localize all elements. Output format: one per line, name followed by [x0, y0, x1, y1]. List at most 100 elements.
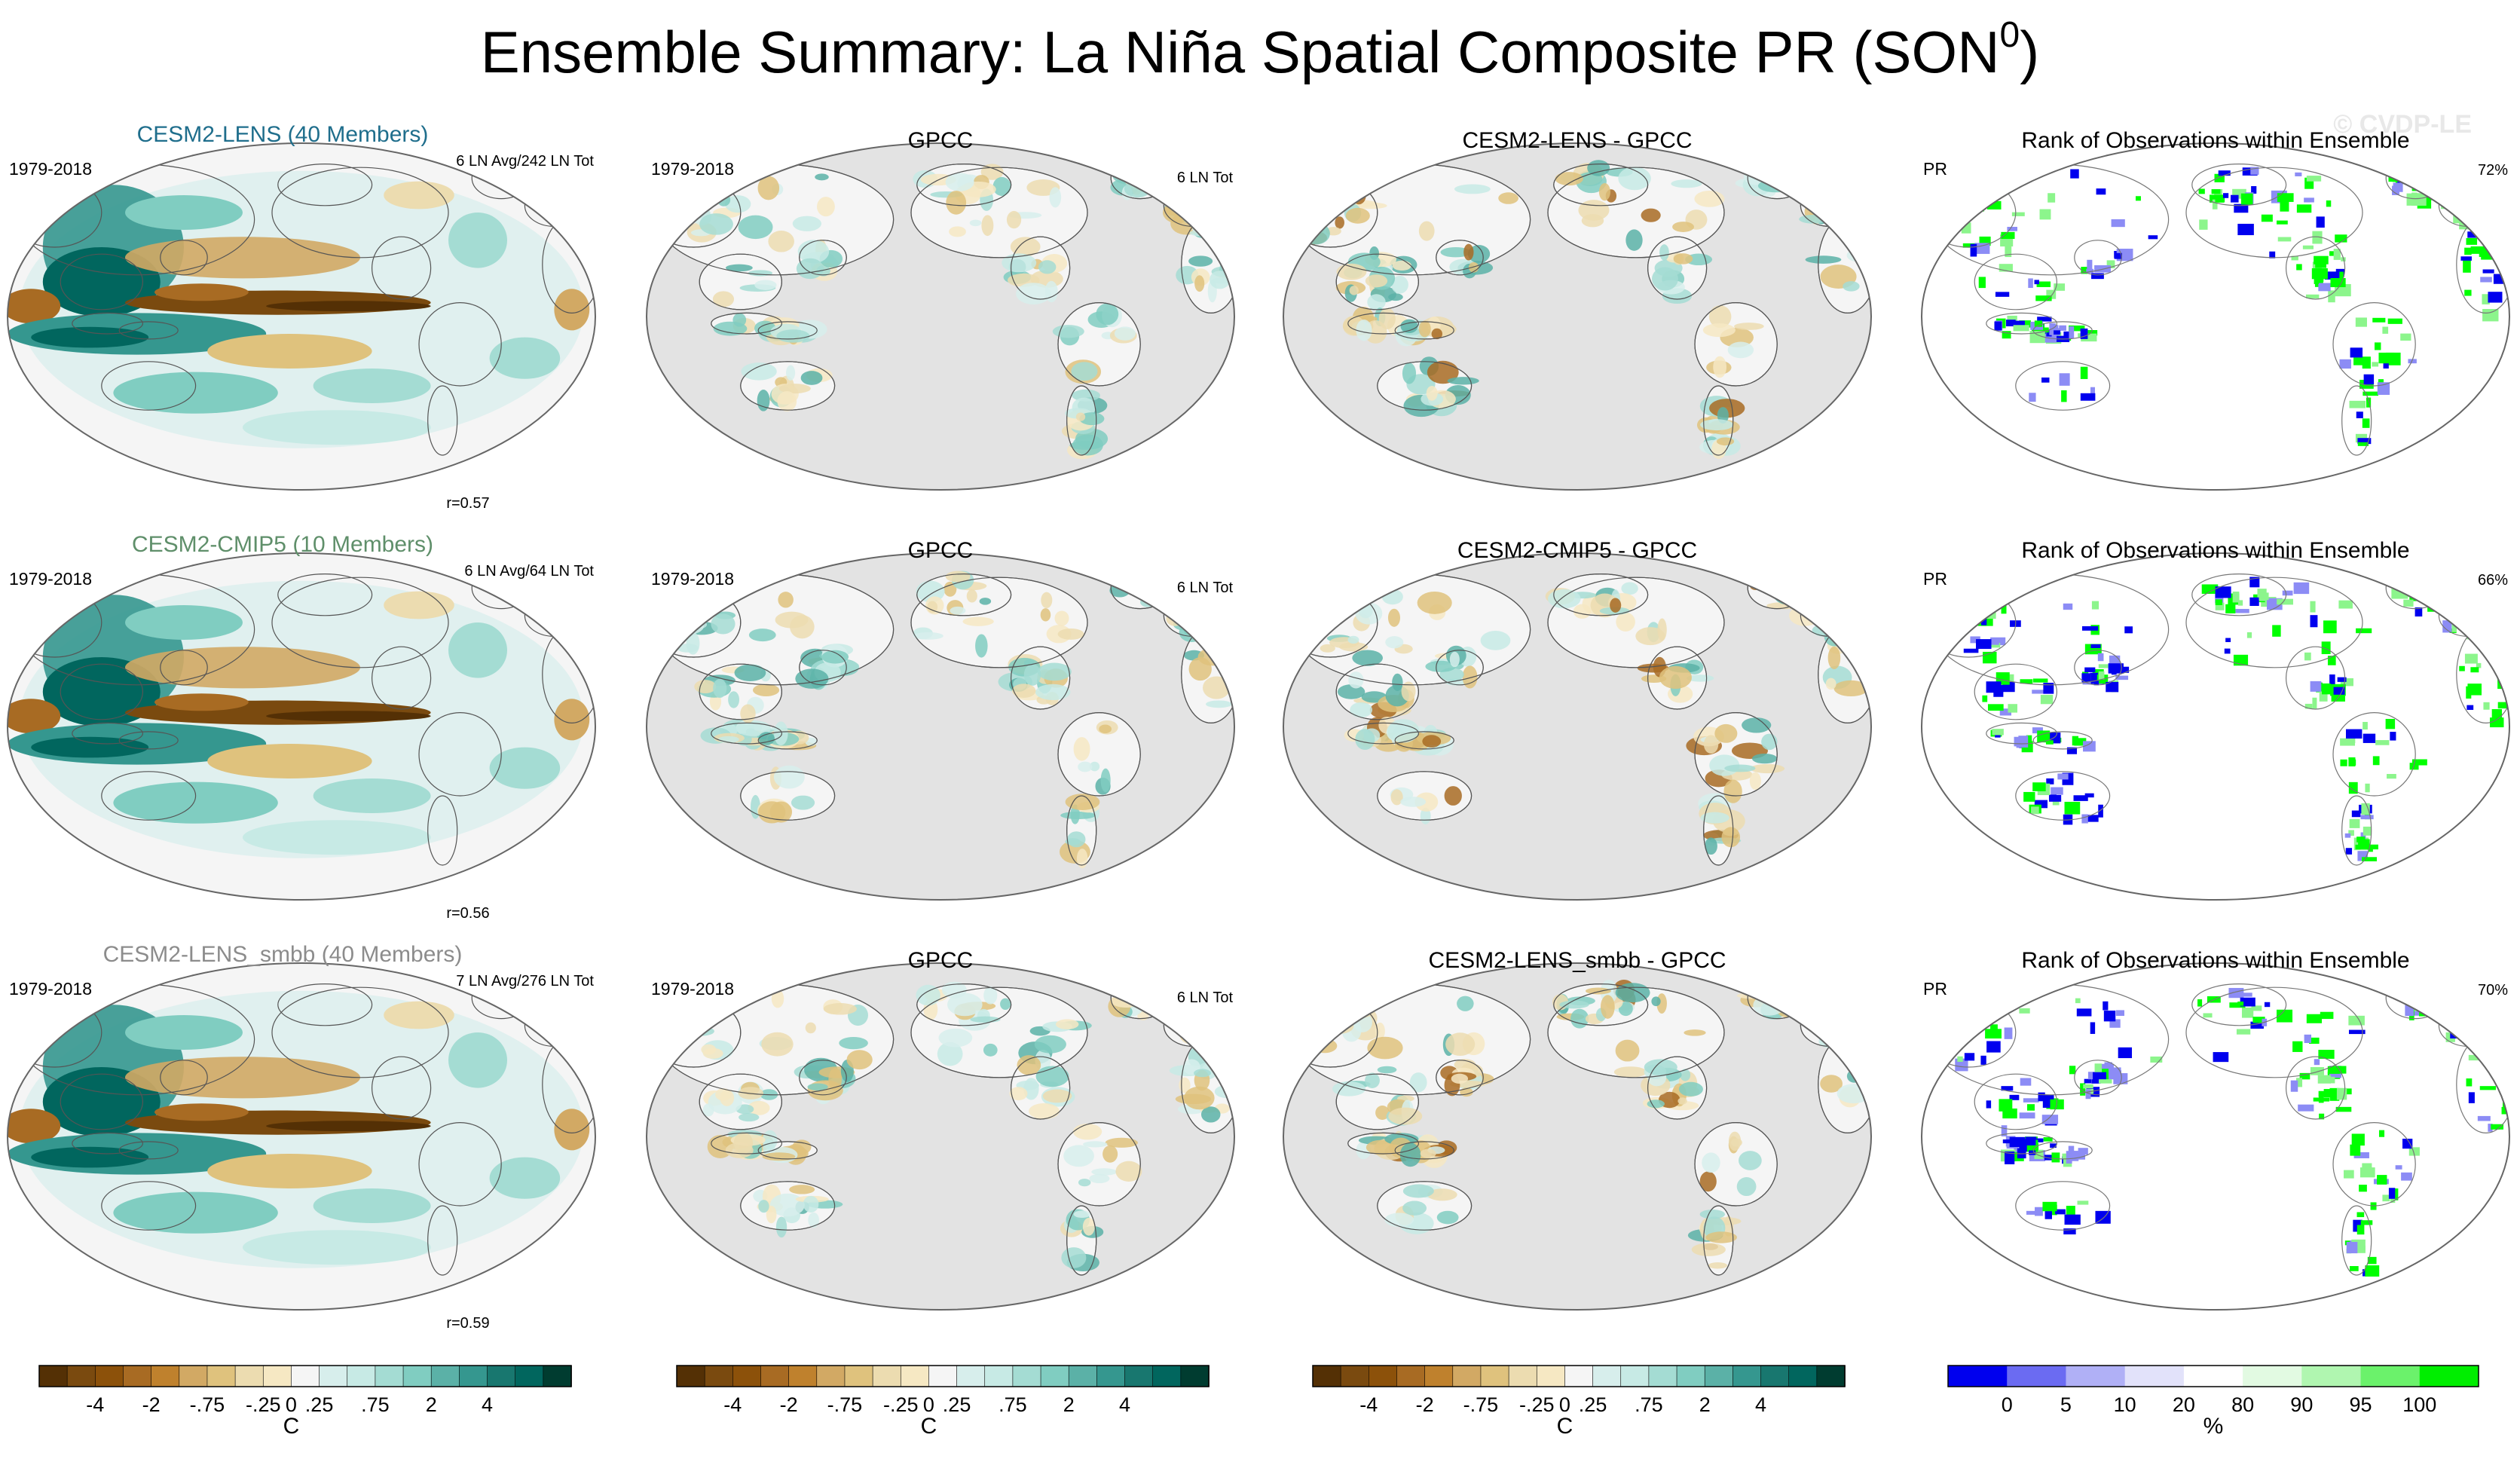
land-anomaly-cell: [1130, 978, 1151, 997]
land-anomaly-cell: [713, 678, 727, 699]
rank-cell: [2022, 1139, 2036, 1145]
rank-cell: [2042, 1201, 2057, 1212]
rank-cell: [2319, 1113, 2325, 1120]
rank-cell: [2466, 237, 2478, 245]
land-anomaly-cell: [1365, 274, 1388, 288]
rank-cell: [2277, 220, 2288, 225]
land-anomaly-cell: [1409, 1072, 1427, 1093]
rank-cell: [2249, 597, 2259, 607]
land-anomaly-cell: [1078, 761, 1093, 772]
land-anomaly-cell: [1825, 677, 1836, 690]
rank-cell: [2355, 317, 2367, 327]
land-mass: [1377, 361, 1473, 411]
land-anomaly-cell: [699, 213, 733, 235]
rank-cell: [2066, 747, 2078, 754]
land-anomaly-cell: [1436, 1210, 1459, 1225]
colorbar-swatch: [1816, 1365, 1846, 1387]
land-anomaly-cell: [1317, 203, 1335, 222]
map-field: [8, 963, 595, 1310]
rank-cell: [2261, 214, 2273, 222]
anomaly-region: [207, 1154, 372, 1188]
pattern-correlation: r=0.57: [446, 495, 489, 512]
land-mass: [1703, 385, 1734, 456]
land-anomaly-cell: [1017, 1055, 1041, 1075]
rank-cell: [2473, 610, 2485, 624]
land-mass: [1553, 164, 1649, 206]
land-anomaly-cell: [1807, 1015, 1824, 1025]
rank-cell: [2330, 277, 2346, 288]
rank-cell: [2471, 603, 2477, 615]
rank-cell: [2351, 810, 2361, 818]
land-mass: [2191, 573, 2287, 616]
rank-cell: [2034, 800, 2048, 809]
period-label: 1979-2018: [9, 979, 92, 999]
panel-r1-c2: GPCC 1979-2018 6 LN Tot: [645, 128, 1236, 491]
rank-cell: [2013, 325, 2029, 332]
rank-cell: [2064, 801, 2081, 815]
rank-cell: [2467, 1037, 2476, 1043]
land-anomaly-cell: [1083, 1141, 1108, 1148]
land-anomaly-cell: [1194, 275, 1205, 292]
rank-cell: [1947, 1003, 1956, 1011]
rank-cell: [2061, 390, 2067, 402]
land-anomaly-cell: [1724, 764, 1756, 772]
rank-cell: [2148, 235, 2158, 240]
rank-cell: [1986, 200, 2002, 210]
rank-cell: [2203, 1013, 2213, 1018]
land-anomaly-cell: [1402, 1184, 1434, 1198]
land-anomaly-cell: [1730, 1138, 1742, 1147]
rank-cell: [1989, 638, 1999, 645]
land-anomaly-cell: [1214, 639, 1234, 646]
land-anomaly-cell: [1784, 995, 1805, 1013]
land-mass: [799, 650, 847, 686]
rank-cell: [2407, 985, 2414, 992]
rank-cell: [2027, 1104, 2035, 1111]
rank-cell: [2037, 317, 2052, 322]
land-anomaly-cell: [701, 1044, 717, 1055]
rank-cell: [2344, 1170, 2354, 1179]
colorbar-swatch: [2007, 1366, 2066, 1387]
rank-cell: [2466, 705, 2474, 710]
rank-cell: [2433, 993, 2439, 1002]
period-label: 1979-2018: [9, 569, 92, 589]
rank-cell: [1980, 1055, 1986, 1065]
land-mass: [2185, 986, 2363, 1078]
rank-cell: [2035, 295, 2052, 301]
rank-cell: [2259, 592, 2269, 601]
land-mass: [1694, 711, 1778, 797]
land-mass: [1986, 722, 2058, 745]
rank-cell: [2201, 584, 2219, 594]
rank-cell: [2483, 702, 2490, 710]
land-anomaly-cell: [1293, 636, 1313, 653]
rank-cell: [1928, 220, 1934, 228]
land-mass: [1986, 312, 2058, 335]
rank-cell: [2320, 1011, 2334, 1020]
rank-cell: [2043, 682, 2054, 694]
rank-cell: [2304, 652, 2311, 661]
colorbar-tick-label: .75: [999, 1393, 1027, 1416]
rank-cell: [2093, 1072, 2106, 1081]
land-anomaly-cell: [823, 1003, 858, 1015]
land-anomaly-cell: [1387, 608, 1400, 627]
rank-cell: [2076, 1008, 2092, 1017]
rank-cell: [2411, 181, 2426, 191]
land-anomaly-cell: [1197, 1017, 1217, 1028]
land-anomaly-cell: [1570, 1008, 1589, 1029]
land-anomaly-cell: [1862, 251, 1871, 275]
colorbar-units: %: [2203, 1414, 2224, 1439]
rank-cell: [2011, 212, 2025, 216]
land-anomaly-cell: [1203, 676, 1231, 699]
land-anomaly-cell: [1049, 187, 1062, 208]
rank-cell: [2470, 667, 2479, 673]
rank-cell: [2466, 686, 2472, 699]
rank-cell: [2071, 1151, 2086, 1160]
rank-cell: [2098, 671, 2105, 680]
rank-cell: [2019, 1142, 2027, 1152]
land-anomaly-cell: [1065, 794, 1100, 811]
rank-cell: [2199, 219, 2208, 230]
land-mass: [271, 167, 449, 258]
colorbar-swatch: [262, 1365, 292, 1387]
rank-cell: [2390, 732, 2396, 741]
land-mass: [711, 312, 783, 335]
rank-cell: [2466, 207, 2475, 219]
